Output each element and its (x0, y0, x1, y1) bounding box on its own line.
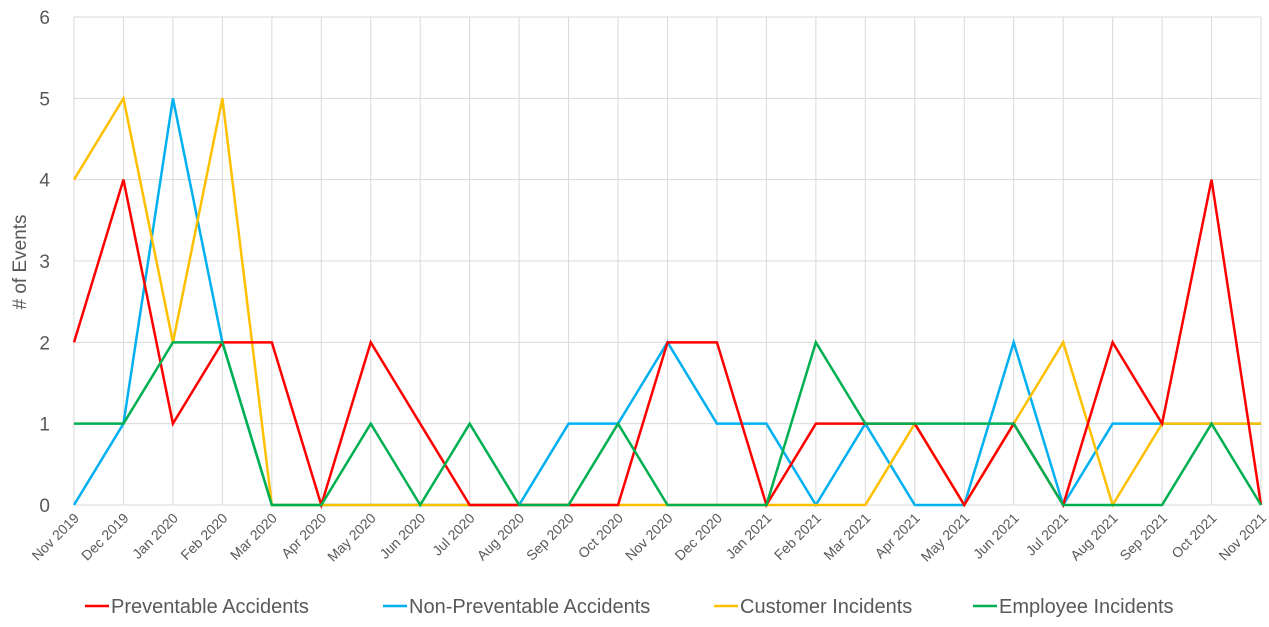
x-tick-label: Dec 2020 (671, 510, 725, 564)
y-tick-label: 5 (39, 89, 50, 110)
y-axis-title: # of Events (10, 214, 31, 309)
x-tick-label: Jun 2021 (970, 510, 1022, 562)
x-tick-label: Jul 2021 (1023, 510, 1072, 559)
y-tick-label: 6 (39, 8, 50, 29)
x-tick-label: Jul 2020 (429, 510, 478, 559)
x-tick-label: Aug 2020 (474, 510, 528, 564)
x-tick-label: Sep 2020 (523, 510, 577, 564)
x-tick-label: Nov 2019 (28, 510, 82, 564)
y-tick-label: 1 (39, 415, 50, 436)
series-line-employee-incidents (74, 339, 1263, 508)
x-tick-label: Apr 2020 (278, 510, 330, 562)
x-tick-label: Feb 2020 (177, 510, 230, 563)
x-tick-label: Apr 2021 (871, 510, 923, 562)
legend-label: Non-Preventable Accidents (409, 596, 650, 618)
x-tick-label: Feb 2021 (771, 510, 824, 563)
x-tick-label: Nov 2021 (1215, 510, 1269, 564)
legend: Preventable Accidents Non-Preventable Acc… (85, 596, 1174, 618)
x-tick-label: Oct 2021 (1168, 510, 1220, 562)
x-tick-label: Jan 2021 (722, 510, 774, 562)
y-tick-label: 0 (39, 496, 50, 517)
y-axis-ticks: 0 1 2 3 4 5 6 (39, 8, 50, 517)
legend-label: Preventable Accidents (111, 596, 309, 618)
legend-label: Employee Incidents (999, 596, 1174, 618)
gridlines (73, 16, 1262, 506)
series-lines (72, 94, 1263, 510)
x-tick-label: Jan 2020 (129, 510, 181, 562)
x-tick-label: Jun 2020 (376, 510, 428, 562)
x-tick-label: May 2021 (918, 510, 973, 565)
x-tick-label: Sep 2021 (1116, 510, 1170, 564)
x-tick-label: Dec 2019 (78, 510, 132, 564)
y-tick-label: 2 (39, 333, 50, 354)
x-tick-label: May 2020 (324, 510, 379, 565)
x-tick-label: Aug 2021 (1067, 510, 1121, 564)
y-tick-label: 4 (39, 171, 50, 192)
x-tick-label: Oct 2020 (575, 510, 627, 562)
x-tick-label: Mar 2021 (820, 510, 873, 563)
y-tick-label: 3 (39, 252, 50, 273)
legend-label: Customer Incidents (740, 596, 912, 618)
x-tick-label: Mar 2020 (227, 510, 280, 563)
x-tick-label: Nov 2020 (622, 510, 676, 564)
